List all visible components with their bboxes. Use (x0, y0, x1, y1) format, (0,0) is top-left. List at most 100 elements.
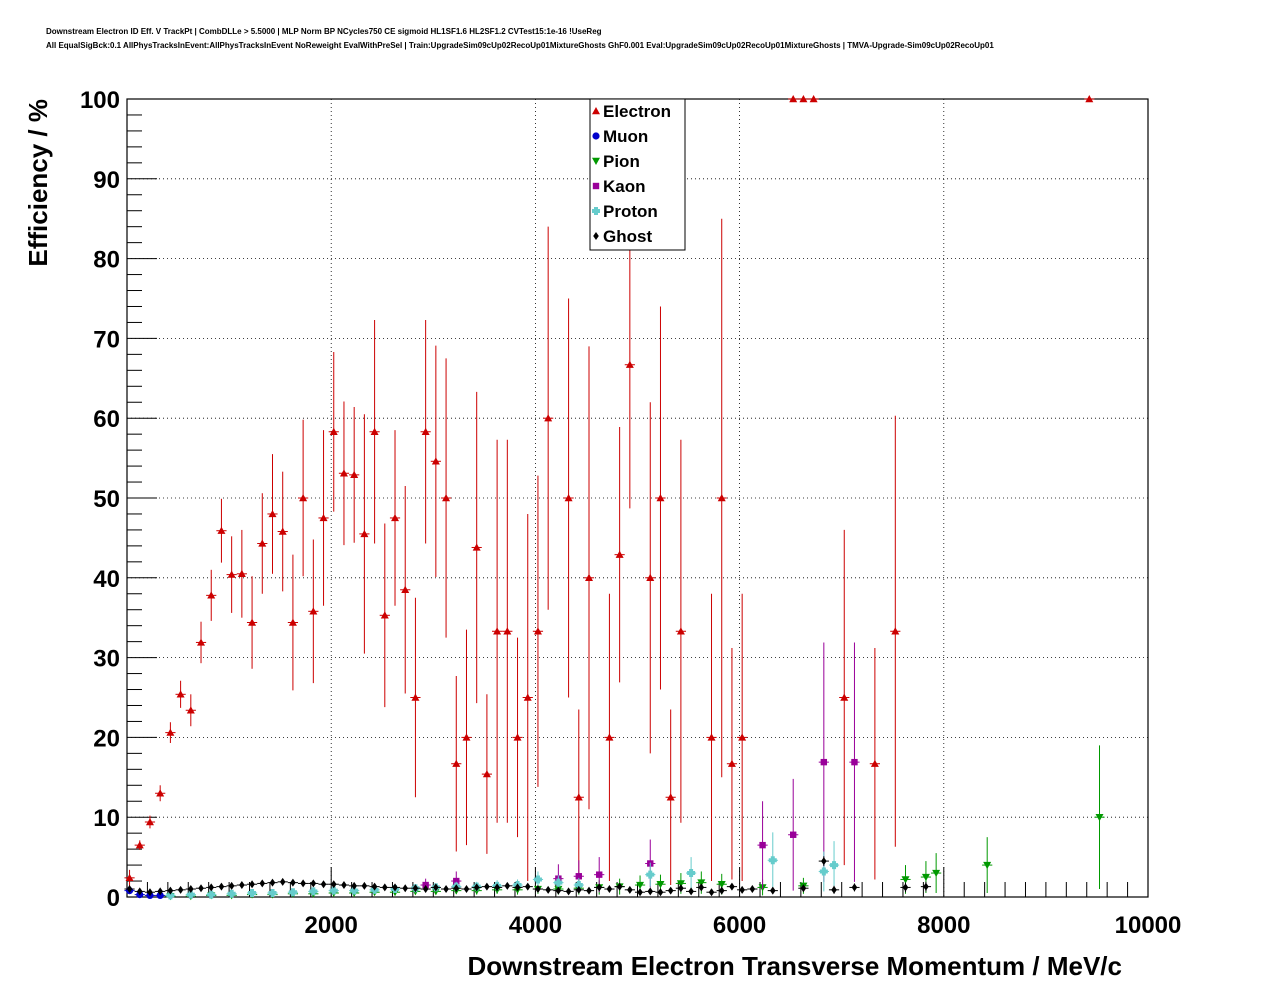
proton-point (645, 862, 656, 887)
legend-entry-pion: Pion (592, 152, 640, 171)
pion-point (982, 837, 993, 894)
ghost-point (716, 886, 727, 895)
electron-point (645, 402, 656, 754)
electron-point (492, 439, 503, 823)
electron-point (869, 648, 880, 880)
legend-label: Kaon (603, 177, 646, 196)
ghost-point (349, 881, 360, 890)
ghost-point (328, 880, 339, 889)
legend-box (589, 98, 686, 251)
ghost-point (185, 885, 196, 894)
electron-point (338, 401, 350, 546)
electron-point (808, 95, 819, 103)
electron-point (216, 498, 227, 563)
x-axis-label: Downstream Electron Transverse Momentum … (467, 951, 1122, 981)
ghost-point (696, 883, 707, 892)
ghost-point (410, 884, 421, 893)
electron-point (410, 597, 421, 798)
kaon-point (757, 801, 768, 890)
ghost-point (502, 881, 513, 890)
electron-point (798, 95, 809, 103)
proton-point (349, 886, 360, 895)
electron-point (257, 493, 268, 594)
x-tick-label: 2000 (305, 912, 358, 939)
ghost-point (124, 885, 135, 894)
ghost-point (389, 883, 401, 892)
electron-point (624, 221, 635, 509)
ghost-point (747, 885, 758, 894)
chart-title-line-1: Downstream Electron ID Eff. V TrackPt | … (46, 27, 602, 36)
ghost-point (134, 887, 145, 896)
ghost-point (532, 885, 544, 894)
electron-point (532, 475, 544, 787)
ghost-point (604, 885, 615, 894)
y-axis-label: Efficiency / % (23, 99, 53, 267)
electron-point (726, 648, 738, 880)
electron-point (369, 320, 380, 544)
ghost-point (257, 879, 268, 888)
ghost-point (359, 881, 370, 890)
ghost-point (287, 878, 299, 887)
proton-point (226, 889, 237, 898)
electron-point (512, 637, 523, 838)
legend: Electron Muon Pion Kaon Proton Ghost (589, 98, 686, 251)
ghost-point (675, 884, 686, 893)
y-tick-label: 0 (107, 885, 120, 912)
ghost-point (706, 888, 717, 897)
ghost-point (165, 886, 176, 895)
y-tick-label: 70 (93, 326, 120, 353)
x-tick-label: 4000 (509, 912, 562, 939)
ghost-point (573, 885, 584, 894)
electron-point (737, 593, 748, 882)
y-tick-label: 80 (93, 247, 120, 274)
ghost-point (369, 882, 380, 891)
legend-entry-electron: Electron (592, 102, 671, 121)
kaon-point (788, 778, 799, 891)
grid (127, 99, 1148, 897)
legend-entry-muon: Muon (592, 127, 648, 146)
ghost-point (420, 885, 431, 894)
electron-point (471, 391, 482, 704)
ghost-point (849, 883, 860, 892)
ghost-point (400, 884, 411, 893)
proton-point (185, 890, 196, 899)
electron-point (440, 358, 452, 638)
ghost-point (665, 886, 676, 895)
proton-point (328, 886, 339, 895)
ghost-point (318, 880, 329, 889)
electron-point (287, 554, 299, 691)
ghost-point (206, 883, 217, 892)
ghost-point (451, 884, 462, 893)
ghost-point (553, 886, 564, 895)
electron-point (206, 569, 217, 621)
proton-point (267, 889, 278, 898)
kaon-point (818, 642, 829, 882)
electron-point (165, 722, 176, 743)
ghost-point (512, 883, 523, 892)
ghost-point (430, 883, 441, 892)
series-ghost (124, 856, 932, 897)
electron-point (890, 415, 901, 847)
ghost-point (216, 882, 227, 891)
legend-entry-ghost: Ghost (593, 227, 652, 246)
ghost-point (828, 885, 840, 894)
ghost-point (440, 885, 452, 894)
ghost-point (624, 885, 635, 894)
ghost-point (144, 888, 156, 897)
ghost-point (594, 883, 605, 892)
ghost-point (900, 882, 911, 893)
y-tick-label: 60 (93, 406, 120, 433)
x-tick-label: 8000 (917, 912, 970, 939)
ghost-point (471, 883, 482, 892)
y-tick-label: 10 (93, 805, 120, 832)
kaon-point (849, 642, 860, 882)
ghost-point (236, 881, 247, 890)
proton-point (767, 832, 778, 889)
legend-label: Ghost (603, 227, 652, 246)
ghost-point (338, 881, 350, 890)
proton-point (165, 891, 176, 900)
electron-point (502, 439, 513, 823)
electron-point (267, 454, 278, 574)
electron-point (155, 785, 166, 802)
